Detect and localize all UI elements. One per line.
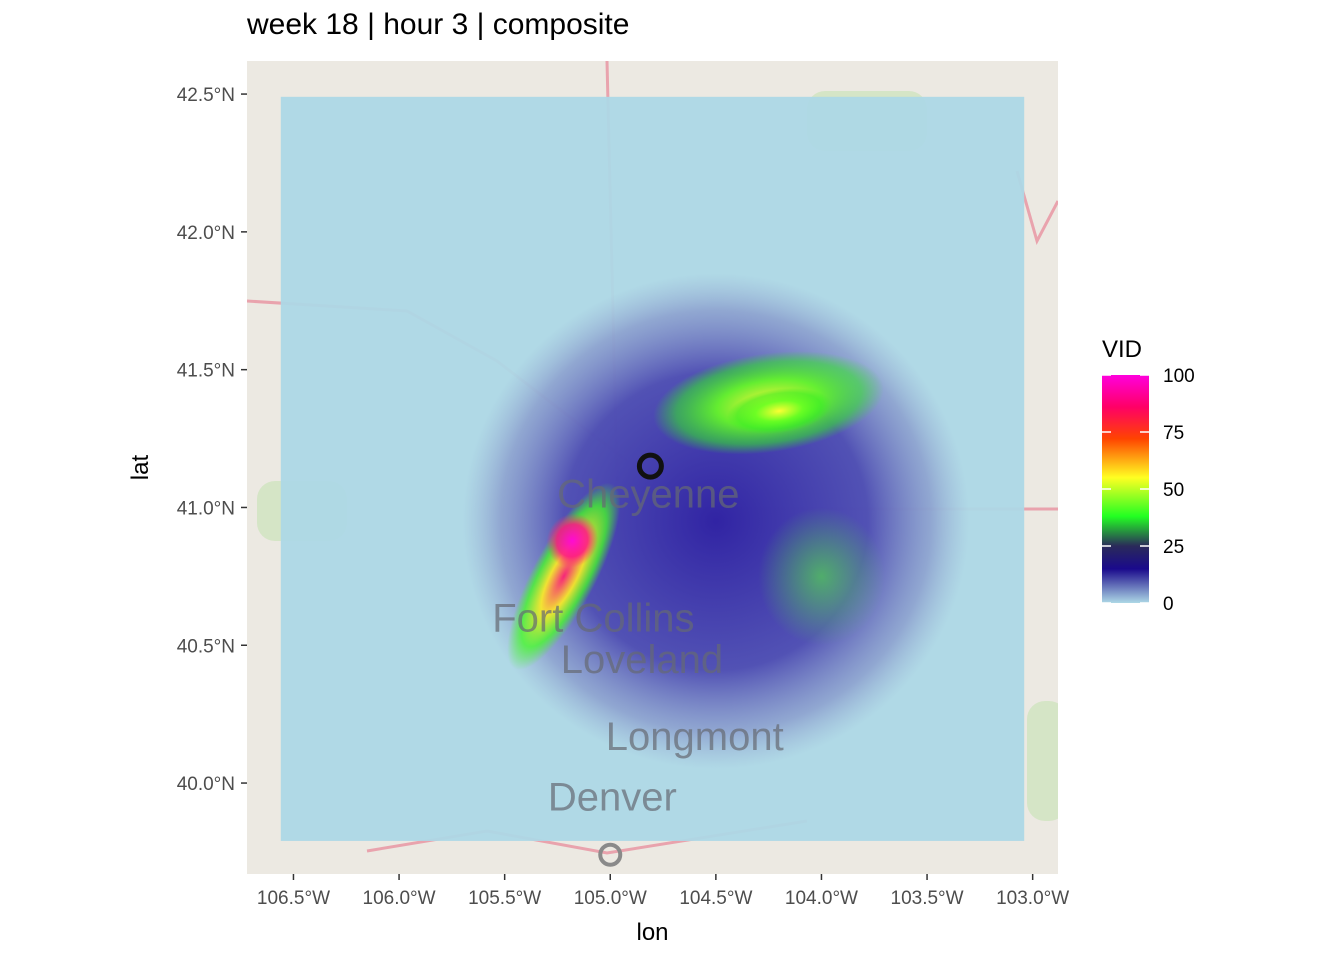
y-tick-label: 41.5°N (177, 361, 235, 382)
x-tick-label: 104.5°W (679, 888, 752, 909)
y-tick-label: 42.5°N (177, 85, 235, 106)
y-axis: 40.0°N 40.5°N 41.0°N 41.5°N 42.0°N 42.5°N (177, 85, 247, 795)
x-tick-label: 106.5°W (257, 888, 330, 909)
basemap-label: Cheyenne (557, 472, 739, 516)
x-axis: 106.5°W 106.0°W 105.5°W 105.0°W 104.5°W 104.0… (257, 874, 1069, 909)
legend-break-label: 75 (1163, 423, 1184, 444)
terrain-patch (1027, 701, 1058, 821)
vid-regions (462, 273, 970, 770)
legend: VID 0 25 50 75 100 (1102, 336, 1195, 615)
radar-sites (598, 452, 664, 867)
x-tick-label: 104.0°W (785, 888, 858, 909)
radar-site-marker (598, 842, 623, 867)
legend-breaks: 0 25 50 75 100 (1102, 366, 1195, 615)
vid-region-east-plume-core (726, 387, 832, 435)
y-tick-label: 42.0°N (177, 223, 235, 244)
x-tick-label: 103.5°W (891, 888, 964, 909)
legend-title: VID (1102, 336, 1142, 363)
vid-region-radar-coverage-ring (462, 273, 970, 770)
radar-site-marker (636, 452, 664, 480)
y-tick-label: 40.0°N (177, 774, 235, 795)
basemap-label: Denver (548, 776, 677, 820)
x-tick-label: 105.5°W (468, 888, 541, 909)
basemap-label: Loveland (561, 638, 723, 682)
basemap-label: Fort Collins (492, 596, 694, 640)
chart-title: week 18 | hour 3 | composite (247, 8, 630, 41)
basemap-label: Longmont (606, 715, 784, 759)
legend-break-label: 100 (1163, 366, 1195, 387)
y-tick-label: 41.0°N (177, 498, 235, 519)
x-tick-label: 103.0°W (996, 888, 1069, 909)
x-tick-label: 105.0°W (574, 888, 647, 909)
legend-break-label: 50 (1163, 480, 1184, 501)
vid-region-front-range-core (546, 513, 599, 568)
x-axis-title: lon (636, 919, 668, 946)
legend-break-label: 0 (1163, 594, 1174, 615)
y-axis-title: lat (127, 455, 154, 481)
legend-break-label: 25 (1163, 537, 1184, 558)
y-tick-label: 40.5°N (177, 636, 235, 657)
x-tick-label: 106.0°W (363, 888, 436, 909)
vid-region-south-east-plains (758, 507, 885, 646)
